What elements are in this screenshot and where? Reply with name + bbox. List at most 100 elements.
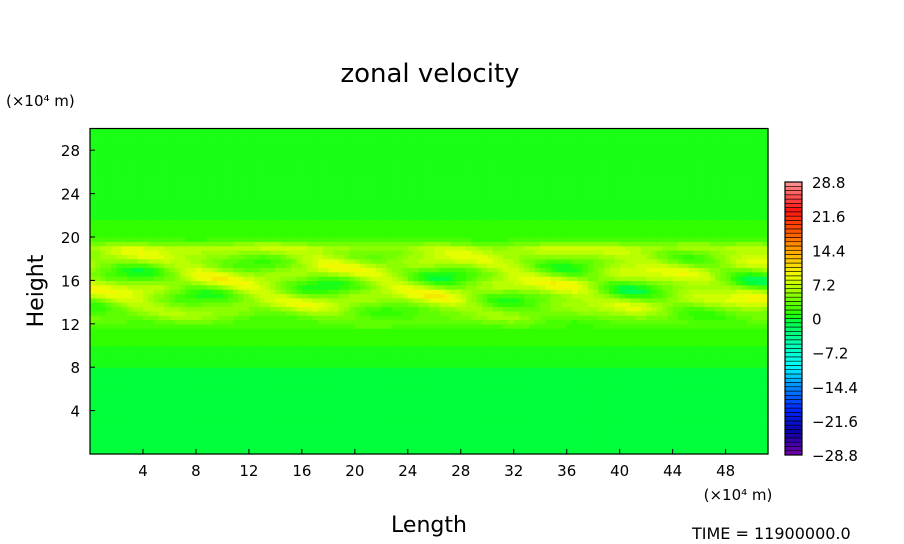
heatmap-cell <box>736 349 743 355</box>
heatmap-cell <box>725 436 732 442</box>
heatmap-cell <box>397 427 404 433</box>
heatmap-cell <box>619 336 626 342</box>
heatmap-cell <box>656 427 663 433</box>
heatmap-cell <box>254 297 261 303</box>
heatmap-cell <box>323 440 329 446</box>
heatmap-cell <box>492 349 499 355</box>
heatmap-cell <box>545 436 552 442</box>
heatmap-cell <box>121 445 128 451</box>
heatmap-cell <box>275 284 282 290</box>
heatmap-cell <box>762 401 769 407</box>
heatmap-cell <box>455 358 462 364</box>
heatmap-cell <box>524 328 531 334</box>
heatmap-cell <box>423 354 430 360</box>
heatmap-cell <box>296 436 303 442</box>
heatmap-cell <box>630 432 637 438</box>
heatmap-cell <box>328 341 335 347</box>
heatmap-cell <box>275 289 282 295</box>
heatmap-cell <box>741 393 748 399</box>
heatmap-cell <box>598 315 605 321</box>
heatmap-cell <box>709 401 716 407</box>
heatmap-cell <box>312 393 319 399</box>
heatmap-cell <box>344 406 351 412</box>
heatmap-cell <box>471 375 478 381</box>
heatmap-cell <box>587 423 594 429</box>
heatmap-cell <box>307 414 314 420</box>
heatmap-cell <box>677 306 684 312</box>
heatmap-cell <box>619 397 626 403</box>
heatmap-cell <box>466 419 472 425</box>
heatmap-cell <box>195 397 202 403</box>
heatmap-cell <box>111 349 118 355</box>
heatmap-cell <box>672 384 679 390</box>
heatmap-cell <box>402 341 409 347</box>
heatmap-cell <box>513 427 520 433</box>
heatmap-cell <box>217 445 224 451</box>
heatmap-cell <box>709 449 716 455</box>
heatmap-cell <box>195 336 202 342</box>
heatmap-cell <box>418 367 425 373</box>
heatmap-cell <box>190 289 197 295</box>
heatmap-cell <box>534 436 541 442</box>
heatmap-cell <box>656 341 663 347</box>
heatmap-cell <box>148 315 155 321</box>
heatmap-cell <box>741 315 748 321</box>
heatmap-cell <box>709 358 716 364</box>
heatmap-cell <box>132 345 139 351</box>
heatmap-cell <box>344 358 351 364</box>
heatmap-cell <box>338 401 345 407</box>
heatmap-cell <box>370 401 377 407</box>
heatmap-cell <box>291 384 298 390</box>
heatmap-cell <box>365 401 372 407</box>
heatmap-cell <box>492 297 499 303</box>
heatmap-cell <box>524 388 531 394</box>
heatmap-cell <box>466 310 472 316</box>
heatmap-cell <box>709 406 716 412</box>
heatmap-cell <box>614 293 621 299</box>
heatmap-cell <box>481 362 488 368</box>
heatmap-cell <box>429 367 435 373</box>
heatmap-cell <box>418 375 425 381</box>
heatmap-cell <box>195 302 202 308</box>
heatmap-cell <box>285 371 292 377</box>
heatmap-cell <box>545 427 552 433</box>
heatmap-cell <box>487 436 494 442</box>
heatmap-cell <box>296 397 303 403</box>
heatmap-cell <box>683 289 690 295</box>
heatmap-cell <box>455 445 462 451</box>
heatmap-cell <box>185 284 192 290</box>
heatmap-cell <box>338 375 345 381</box>
heatmap-cell <box>142 306 149 312</box>
heatmap-cell <box>158 310 165 316</box>
heatmap-cell <box>413 406 420 412</box>
heatmap-cell <box>503 393 510 399</box>
heatmap-cell <box>195 323 202 329</box>
heatmap-cell <box>603 410 610 416</box>
heatmap-cell <box>95 362 102 368</box>
heatmap-cell <box>227 341 234 347</box>
heatmap-cell <box>307 306 314 312</box>
heatmap-cell <box>508 423 515 429</box>
heatmap-cell <box>683 432 690 438</box>
heatmap-cell <box>688 397 695 403</box>
heatmap-cell <box>709 354 716 360</box>
heatmap-cell <box>121 401 128 407</box>
heatmap-cell <box>439 293 446 299</box>
heatmap-cell <box>624 341 631 347</box>
heatmap-cell <box>699 367 706 373</box>
heatmap-cell <box>709 440 716 446</box>
heatmap-cell <box>344 293 351 299</box>
heatmap-cell <box>720 414 727 420</box>
heatmap-cell <box>307 349 314 355</box>
heatmap-cell <box>259 414 266 420</box>
heatmap-cell <box>683 306 690 312</box>
heatmap-cell <box>100 362 107 368</box>
heatmap-cell <box>646 306 653 312</box>
heatmap-cell <box>90 423 96 429</box>
heatmap-cell <box>566 349 573 355</box>
heatmap-cell <box>550 306 557 312</box>
heatmap-cell <box>164 323 171 329</box>
heatmap-cell <box>137 419 144 425</box>
heatmap-cell <box>688 410 695 416</box>
heatmap-cell <box>566 354 573 360</box>
